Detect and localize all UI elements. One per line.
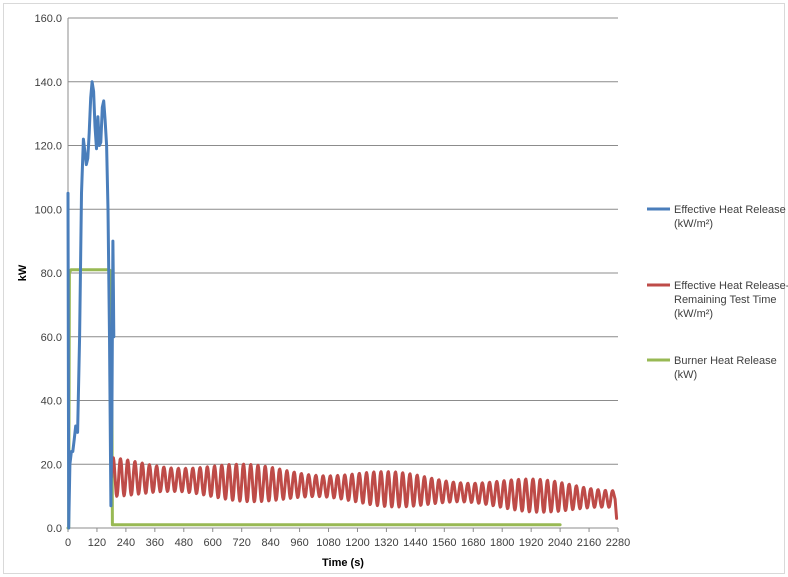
y-tick-label: 80.0: [41, 268, 62, 280]
legend-label: (kW/m²): [674, 308, 713, 320]
series-line-effective-heat-release-remaining: [109, 456, 619, 520]
legend-label: Effective Heat Release-: [674, 280, 788, 292]
x-tick-label: 1080: [316, 537, 340, 549]
x-tick-label: 360: [146, 537, 164, 549]
legend-label: (kW): [674, 369, 697, 381]
x-tick-label: 720: [233, 537, 251, 549]
y-tick-label: 0.0: [47, 523, 62, 535]
x-tick-label: 2040: [548, 537, 572, 549]
x-tick-label: 0: [65, 537, 71, 549]
x-tick-label: 960: [290, 537, 308, 549]
y-tick-label: 100.0: [34, 204, 62, 216]
x-tick-label: 1680: [461, 537, 485, 549]
y-tick-label: 20.0: [41, 459, 62, 471]
legend-label: Burner Heat Release: [674, 355, 777, 367]
grid: [67, 17, 618, 529]
x-tick-label: 2280: [606, 537, 630, 549]
series-line-effective-heat-release: [66, 80, 116, 530]
y-axis-title: kW: [17, 264, 29, 281]
legend-label: Remaining Test Time: [674, 294, 777, 306]
legend: Effective Heat Release (kW/m²) Effective H…: [647, 204, 788, 381]
x-tick-label: 1800: [490, 537, 514, 549]
legend-label: Effective Heat Release: [674, 204, 786, 216]
x-tick-label: 1440: [403, 537, 427, 549]
x-tick-label: 600: [204, 537, 222, 549]
x-tick-labels: 0 120 240 360 480 600 720 840 960 1080 1200 1320 144…: [65, 528, 630, 549]
y-tick-label: 160.0: [34, 13, 62, 25]
y-tick-labels: 0.0 20.0 40.0 60.0 80.0 100.0 120.0 140.0 160.0: [34, 13, 62, 535]
x-tick-label: 1200: [345, 537, 369, 549]
series-layer: [66, 80, 619, 530]
x-tick-label: 1920: [519, 537, 543, 549]
x-tick-label: 1320: [374, 537, 398, 549]
y-tick-label: 40.0: [41, 396, 62, 408]
x-tick-label: 240: [117, 537, 135, 549]
y-tick-label: 60.0: [41, 332, 62, 344]
x-axis-title: Time (s): [322, 557, 364, 569]
x-tick-label: 1560: [432, 537, 456, 549]
y-tick-label: 140.0: [34, 77, 62, 89]
y-tick-label: 120.0: [34, 141, 62, 153]
legend-label: (kW/m²): [674, 218, 713, 230]
x-tick-label: 2160: [577, 537, 601, 549]
x-tick-label: 840: [261, 537, 279, 549]
x-tick-label: 120: [88, 537, 106, 549]
x-tick-label: 480: [175, 537, 193, 549]
